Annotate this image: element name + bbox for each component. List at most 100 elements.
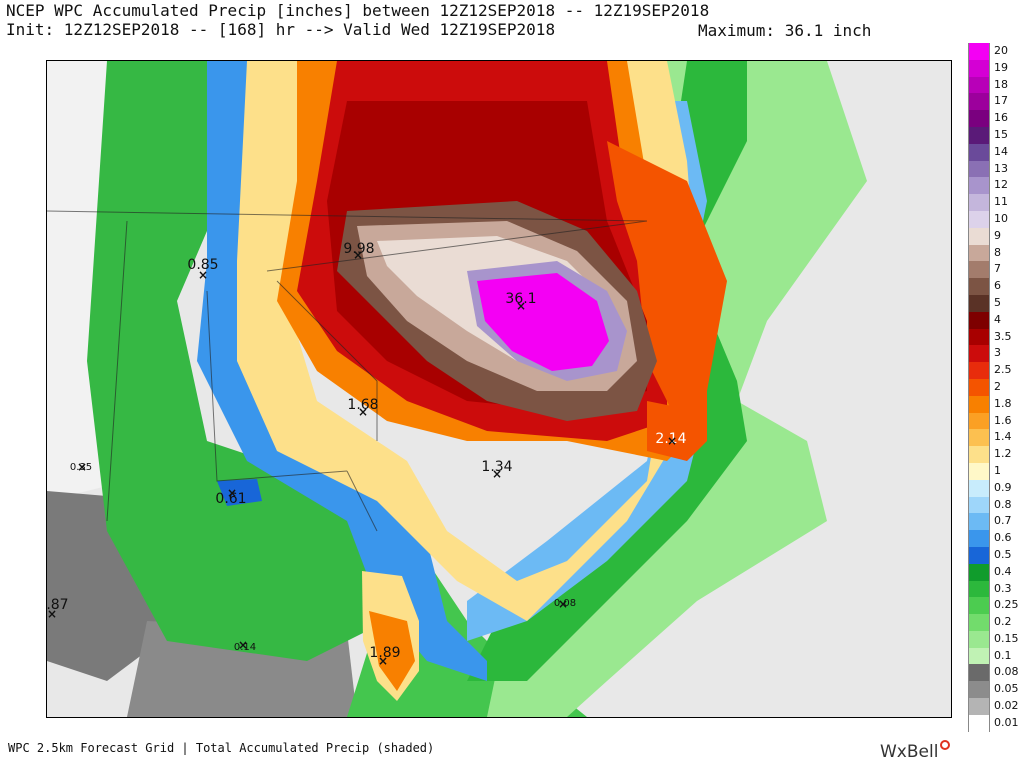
legend-label: 7	[994, 262, 1001, 276]
legend-swatch	[968, 311, 990, 329]
legend-swatch	[968, 462, 990, 480]
ocean-light-green	[487, 61, 867, 717]
point-label: 2.14	[655, 431, 687, 447]
legend-entry: 20	[968, 43, 1018, 60]
legend-swatch	[968, 76, 990, 94]
legend-swatch	[968, 395, 990, 413]
legend-label: 0.01	[994, 715, 1019, 729]
gulf-coast-blue	[217, 479, 262, 506]
legend-entry: 0.1	[968, 647, 1018, 665]
legend-label: 0.2	[994, 615, 1012, 629]
legend-entry: 10	[968, 210, 1018, 228]
legend-label: 9	[994, 228, 1001, 242]
legend-label: 1.6	[994, 413, 1012, 427]
legend-label: 20	[994, 44, 1008, 57]
legend-entry: 16	[968, 110, 1018, 127]
legend-entry: 0.05	[968, 681, 1019, 699]
legend-entry: 19	[968, 59, 1018, 77]
point-label: 36.1	[505, 291, 537, 307]
legend-swatch	[968, 126, 990, 144]
point-marker-icon: ×	[377, 654, 389, 668]
legend-label: 15	[994, 127, 1008, 141]
legend-entry: 17	[968, 93, 1018, 111]
legend-label: 16	[994, 111, 1008, 125]
legend-label: 18	[994, 77, 1008, 91]
legend-swatch	[968, 479, 990, 497]
legend-entry: 0.15	[968, 630, 1019, 648]
legend-entry: 0.08	[968, 664, 1019, 682]
legend-label: 14	[994, 144, 1008, 158]
legend-label: 0.02	[994, 699, 1019, 713]
legend-entry: 1.8	[968, 395, 1018, 413]
legend-label: 0.6	[994, 531, 1012, 545]
legend-swatch	[968, 210, 990, 228]
legend-label: 0.08	[994, 665, 1019, 679]
legend-label: 13	[994, 161, 1008, 175]
legend-label: 5	[994, 295, 1001, 309]
legend-swatch	[968, 110, 990, 127]
legend-entry: 9	[968, 227, 1018, 245]
point-marker-icon: ×	[515, 299, 527, 313]
point-marker-icon: ×	[226, 486, 238, 500]
legend-swatch	[968, 597, 990, 615]
legend-entry: 18	[968, 76, 1018, 94]
legend-entry: 5	[968, 294, 1018, 312]
legend-swatch	[968, 681, 990, 699]
state-boundary-line	[47, 210, 648, 222]
point-marker-icon: ×	[197, 268, 209, 282]
legend-label: 1.4	[994, 430, 1012, 444]
legend-entry: 0.2	[968, 614, 1018, 631]
point-marker-icon: ×	[557, 597, 569, 611]
legend-label: 4	[994, 312, 1001, 326]
legend-label: 0.8	[994, 497, 1012, 511]
legend-entry: 12	[968, 177, 1018, 195]
point-label: 0.35	[69, 462, 93, 473]
legend-swatch	[968, 630, 990, 648]
point-marker-icon: ×	[237, 638, 249, 652]
state-boundary-line	[276, 280, 378, 441]
legend-label: 0.15	[994, 631, 1019, 645]
legend-label: 0.25	[994, 598, 1019, 612]
legend-entry: 3.5	[968, 328, 1018, 346]
maximum-value: Maximum: 36.1 inch	[698, 21, 872, 40]
legend-swatch	[968, 143, 990, 161]
legend-label: 0.4	[994, 564, 1012, 578]
point-marker-icon: ×	[666, 434, 678, 448]
legend-label: 1.2	[994, 447, 1012, 461]
legend-entry: 2.5	[968, 362, 1018, 379]
init-valid-line: Init: 12Z12SEP2018 -- [168] hr --> Valid…	[6, 20, 556, 39]
legend-entry: 13	[968, 160, 1018, 178]
legend-swatch	[968, 664, 990, 682]
legend-entry: 0.7	[968, 513, 1018, 531]
florida-orange	[369, 611, 415, 691]
point-marker-icon: ×	[491, 467, 503, 481]
legend-label: 19	[994, 60, 1008, 74]
state-boundary-line	[346, 470, 378, 532]
legend-swatch	[968, 530, 990, 547]
point-label: 0.14	[233, 642, 257, 653]
legend-entry: 15	[968, 126, 1018, 144]
legend-entry: 1	[968, 462, 1018, 480]
legend-swatch	[968, 496, 990, 514]
legend-swatch	[968, 294, 990, 312]
legend-entry: 7	[968, 261, 1018, 279]
legend-swatch	[968, 563, 990, 581]
legend-label: 3	[994, 346, 1001, 360]
point-label: 1.34	[481, 459, 513, 475]
legend-label: 0.3	[994, 581, 1012, 595]
legend-label: 0.5	[994, 547, 1012, 561]
legend-swatch	[968, 412, 990, 430]
legend-entry: 3	[968, 345, 1018, 363]
point-marker-icon: ×	[357, 405, 369, 419]
legend-entry: 1.2	[968, 446, 1018, 463]
brand-logo: WxBell	[880, 740, 951, 762]
legend-entry: 0.01	[968, 714, 1019, 732]
legend-entry: 0.8	[968, 496, 1018, 514]
legend-swatch	[968, 513, 990, 531]
point-label: 1.89	[369, 645, 401, 661]
legend-entry: 8	[968, 244, 1018, 262]
magenta-core	[477, 273, 609, 371]
point-label: 9.98	[343, 241, 375, 257]
legend-swatch	[968, 244, 990, 262]
legend-swatch	[968, 261, 990, 279]
